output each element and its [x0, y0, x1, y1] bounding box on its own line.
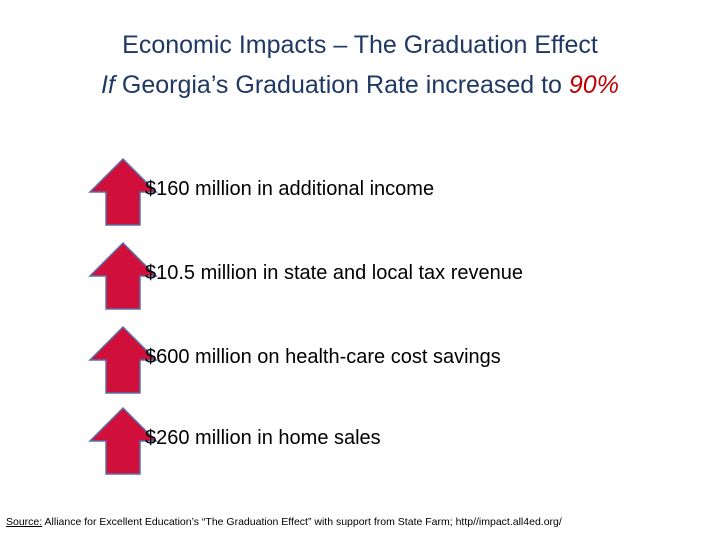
title-line-1: Economic Impacts – The Graduation Effect — [122, 31, 598, 59]
impact-text: $260 million in home sales — [145, 427, 381, 449]
impact-text: $160 million in additional income — [145, 178, 435, 200]
subtitle-middle: Georgia’s Graduation Rate increased to — [114, 71, 569, 99]
page-title: Economic Impacts – The Graduation Effect — [0, 28, 720, 62]
up-arrow-icon — [88, 157, 158, 226]
graduation-rate-value: 90% — [568, 71, 619, 99]
impact-item-income: $160 million in additional income — [88, 157, 688, 227]
source-label: Source: — [6, 516, 43, 528]
subtitle-if: If — [101, 71, 115, 99]
up-arrow-icon — [88, 241, 158, 310]
source-citation: Source: Alliance for Excellent Education… — [6, 515, 562, 529]
impact-text: $10.5 million in state and local tax rev… — [145, 262, 524, 284]
up-arrow-icon — [88, 325, 158, 394]
impact-item-health-care: $600 million on health-care cost savings — [88, 325, 688, 395]
source-text: Alliance for Excellent Education’s “The … — [42, 516, 562, 528]
up-arrow-icon — [88, 406, 158, 475]
impact-text: $600 million on health-care cost savings — [145, 346, 501, 368]
impact-item-tax-revenue: $10.5 million in state and local tax rev… — [88, 241, 688, 311]
page-subtitle: If Georgia’s Graduation Rate increased t… — [0, 68, 720, 102]
impact-item-home-sales: $260 million in home sales — [88, 406, 688, 476]
